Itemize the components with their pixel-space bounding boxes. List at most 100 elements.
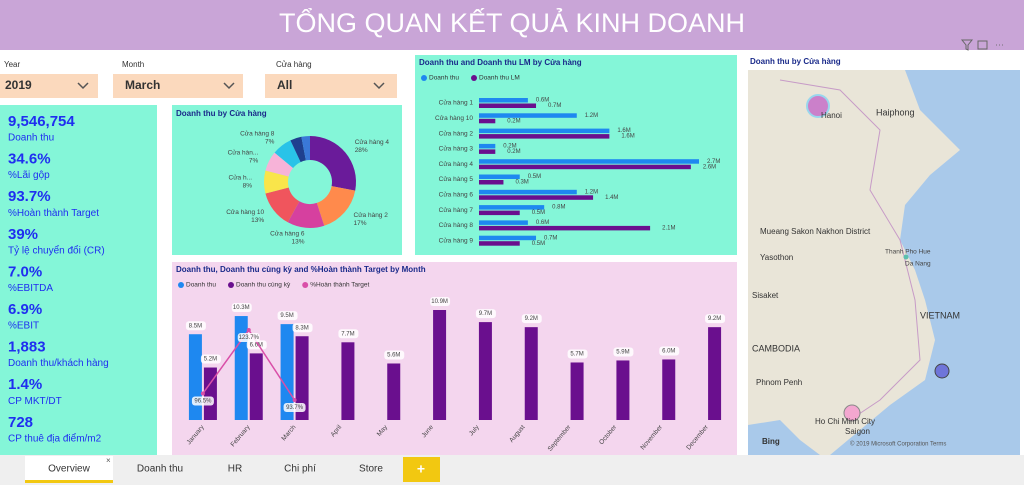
bar xyxy=(479,134,610,139)
data-label: 9.7M xyxy=(479,311,492,317)
bar xyxy=(203,367,217,420)
filter-label: Cửa hàng xyxy=(276,60,312,69)
filter-value: March xyxy=(125,78,160,92)
map-bubble xyxy=(903,254,909,260)
tab[interactable]: Doanh thu xyxy=(137,464,183,475)
map-label: Saigon xyxy=(845,427,870,436)
bar xyxy=(479,143,496,149)
bar xyxy=(249,353,263,420)
filter[interactable]: Cửa hàng All xyxy=(265,60,397,98)
close-icon[interactable]: × xyxy=(106,456,111,465)
donut-slice xyxy=(290,136,306,163)
page-title: TỔNG QUAN KẾT QUẢ KINH DOANH xyxy=(279,6,745,38)
donut-slice xyxy=(265,187,300,223)
data-label: 5.7M xyxy=(570,352,583,358)
kpi-label: %EBITDA xyxy=(8,283,53,294)
label-bg xyxy=(430,297,451,306)
chevron[interactable] xyxy=(77,82,89,90)
slice-value: 8% xyxy=(243,183,253,190)
bar xyxy=(479,159,699,164)
data-label: 9.2M xyxy=(708,316,721,322)
tab[interactable]: Store xyxy=(359,464,383,475)
map-bubble xyxy=(843,404,861,422)
tab[interactable]: + xyxy=(417,461,425,477)
legend-label: Doanh thu LM xyxy=(479,75,520,82)
kpi-label: CP MKT/DT xyxy=(8,396,62,407)
map-label: Yasothon xyxy=(760,253,793,262)
filter-box[interactable] xyxy=(113,74,243,98)
title-bar xyxy=(0,0,1024,50)
bar xyxy=(479,210,520,216)
y-tick-label: Cửa hàng 9 xyxy=(439,236,474,244)
map-label: VIETNAM xyxy=(920,310,960,320)
y-tick-label: Cửa hàng 8 xyxy=(439,221,474,229)
data-label: 0.6M xyxy=(536,220,549,226)
bar xyxy=(433,310,447,420)
tab[interactable]: HR xyxy=(228,464,242,475)
label-bg xyxy=(246,340,267,350)
legend-marker xyxy=(471,75,477,81)
map-label: © 2019 Microsoft Corporation Terms xyxy=(850,441,946,448)
map-title: Doanh thu by Cửa hàng xyxy=(750,57,841,66)
chart-title: Doanh thu and Doanh thu LM by Cửa hàng xyxy=(419,58,582,67)
data-label: 0.2M xyxy=(507,149,520,155)
y-tick-label: Cửa hàng 1 xyxy=(439,99,474,107)
tab-active[interactable] xyxy=(25,456,113,482)
bar-panel xyxy=(415,55,737,255)
slice-value: 7% xyxy=(249,157,259,164)
legend-marker xyxy=(228,282,234,288)
data-label: 6.0M xyxy=(662,349,675,355)
bar xyxy=(234,316,248,420)
line-point xyxy=(246,328,251,332)
bar xyxy=(479,241,520,246)
data-label: 0.7M xyxy=(544,235,557,241)
tab[interactable]: Chi phí xyxy=(284,464,316,475)
data-label: 96.5% xyxy=(194,399,212,405)
map-bubble xyxy=(806,94,830,118)
y-tick-label: Cửa hàng 4 xyxy=(439,160,474,168)
kpi-value: 728 xyxy=(8,414,33,431)
donut-slice xyxy=(310,136,357,191)
legend-label: Doanh thu cùng kỳ xyxy=(236,282,291,289)
legend-marker xyxy=(421,75,427,81)
slice-value: 28% xyxy=(355,147,368,154)
bar xyxy=(479,118,496,124)
label-bg xyxy=(521,314,542,324)
kpi-value: 1.4% xyxy=(8,376,42,393)
label-bg xyxy=(191,396,214,406)
more-icon[interactable]: ··· xyxy=(995,39,1004,49)
bar xyxy=(295,336,309,420)
focus-icon[interactable] xyxy=(977,40,988,50)
legend-label: %Hoàn thành Target xyxy=(310,282,369,289)
label-bg xyxy=(277,311,298,321)
map-label: Haiphong xyxy=(876,107,915,117)
filter-icon[interactable] xyxy=(960,39,974,51)
legend-marker xyxy=(178,282,184,288)
filter[interactable]: Month March xyxy=(113,60,243,98)
kpi-value: 9,546,754 xyxy=(8,113,75,130)
kpi-value: 6.9% xyxy=(8,301,42,318)
bar xyxy=(479,113,577,118)
filter-box[interactable] xyxy=(265,74,397,98)
chevron[interactable] xyxy=(373,82,385,90)
filter-label: Year xyxy=(4,60,21,69)
chevron[interactable] xyxy=(223,82,235,90)
slice-label: Cửa hàng 4 xyxy=(355,138,390,146)
filter[interactable]: Year 2019 xyxy=(0,60,98,98)
data-label: 1.4M xyxy=(605,195,618,201)
map-label: CAMBODIA xyxy=(752,343,800,353)
add-tab[interactable] xyxy=(403,457,440,482)
line-point xyxy=(200,391,205,396)
map: Doanh thu by Cửa hàng ··· Hanoi Haiphong… xyxy=(748,39,1020,455)
donut-slice xyxy=(274,140,301,168)
map-label: Da Nang xyxy=(905,261,931,268)
bar xyxy=(479,98,528,103)
tab[interactable]: Overview xyxy=(48,464,90,475)
y-tick-label: Cửa hàng 10 xyxy=(435,114,473,122)
slice-value: 7% xyxy=(265,138,275,145)
bar xyxy=(616,360,630,420)
kpi-label: %Lãi gộp xyxy=(8,170,50,181)
bar xyxy=(188,334,202,420)
data-label: 5.9M xyxy=(616,350,629,356)
